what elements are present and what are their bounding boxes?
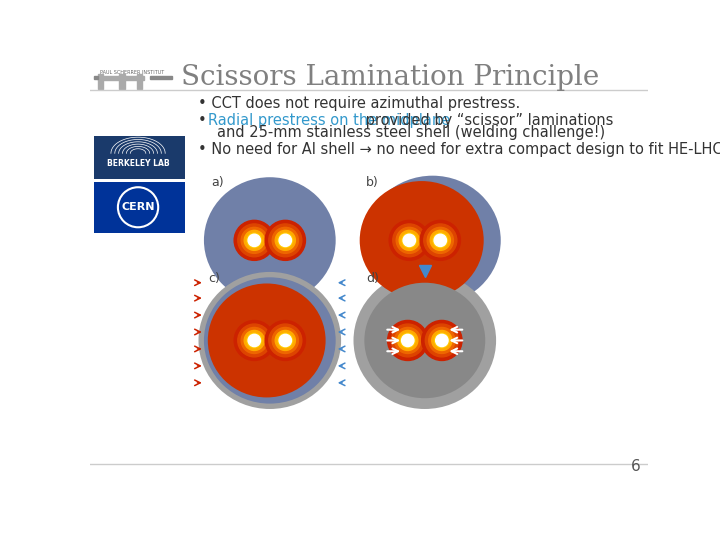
Circle shape	[433, 233, 448, 247]
Circle shape	[269, 324, 302, 357]
Circle shape	[389, 220, 429, 260]
Circle shape	[396, 227, 423, 253]
Circle shape	[391, 324, 424, 357]
Circle shape	[281, 336, 289, 345]
Ellipse shape	[199, 272, 341, 409]
Text: BERKELEY LAB: BERKELEY LAB	[107, 159, 169, 168]
Circle shape	[272, 327, 298, 354]
Circle shape	[279, 334, 292, 347]
Circle shape	[438, 336, 446, 345]
Circle shape	[405, 236, 414, 245]
Circle shape	[265, 220, 305, 260]
Circle shape	[247, 233, 261, 247]
Ellipse shape	[208, 284, 325, 397]
Ellipse shape	[364, 283, 485, 398]
Text: • No need for Al shell → no need for extra compact design to fit HE-LHC specs.: • No need for Al shell → no need for ext…	[199, 142, 720, 157]
Circle shape	[432, 330, 452, 350]
Circle shape	[435, 333, 449, 348]
Circle shape	[265, 320, 305, 361]
Circle shape	[250, 336, 258, 345]
Circle shape	[431, 231, 451, 251]
Circle shape	[241, 327, 267, 354]
Circle shape	[278, 333, 292, 348]
Text: a): a)	[211, 177, 223, 190]
Circle shape	[393, 224, 426, 257]
Circle shape	[241, 227, 267, 253]
Ellipse shape	[360, 181, 484, 300]
Text: 6: 6	[631, 460, 640, 475]
Circle shape	[399, 231, 419, 251]
Circle shape	[397, 330, 418, 350]
Circle shape	[420, 220, 461, 260]
Circle shape	[247, 333, 261, 348]
Bar	[98, 76, 144, 80]
Circle shape	[427, 227, 454, 253]
Circle shape	[234, 220, 274, 260]
Bar	[98, 74, 103, 90]
Text: b): b)	[366, 177, 379, 190]
Circle shape	[400, 333, 415, 348]
Text: Radial prestress on the midplane: Radial prestress on the midplane	[208, 113, 450, 128]
Text: • CCT does not require azimuthal prestress.: • CCT does not require azimuthal prestre…	[199, 96, 521, 111]
Circle shape	[275, 330, 295, 350]
Text: and 25-mm stainless steel shell (welding challenge!): and 25-mm stainless steel shell (welding…	[217, 125, 606, 140]
Text: Scissors Lamination Principle: Scissors Lamination Principle	[181, 64, 600, 91]
Circle shape	[281, 236, 289, 245]
Circle shape	[238, 224, 271, 257]
Bar	[94, 137, 185, 179]
Circle shape	[436, 334, 448, 347]
Circle shape	[250, 236, 258, 245]
Bar	[94, 76, 98, 79]
Circle shape	[434, 234, 446, 247]
Ellipse shape	[364, 176, 500, 305]
Circle shape	[395, 327, 421, 354]
Circle shape	[387, 320, 428, 361]
Circle shape	[234, 320, 274, 361]
Ellipse shape	[204, 278, 336, 403]
Circle shape	[403, 234, 415, 247]
Circle shape	[269, 224, 302, 257]
Text: provided by “scissor” laminations: provided by “scissor” laminations	[361, 113, 613, 128]
Circle shape	[248, 234, 261, 247]
Circle shape	[403, 336, 412, 345]
Circle shape	[278, 233, 292, 247]
Ellipse shape	[354, 272, 496, 409]
Bar	[120, 74, 125, 90]
Ellipse shape	[204, 177, 336, 303]
Circle shape	[436, 236, 445, 245]
Text: PAUL SCHERRER INSTITUT: PAUL SCHERRER INSTITUT	[100, 70, 164, 75]
Circle shape	[248, 334, 261, 347]
Circle shape	[244, 330, 264, 350]
Text: CERN: CERN	[121, 202, 155, 212]
Text: d): d)	[366, 272, 379, 285]
Bar	[94, 182, 185, 233]
Circle shape	[279, 234, 292, 247]
Circle shape	[275, 231, 295, 251]
Circle shape	[402, 233, 417, 247]
Circle shape	[424, 224, 456, 257]
Circle shape	[428, 327, 455, 354]
Bar	[137, 74, 142, 90]
Text: •: •	[199, 113, 212, 128]
Circle shape	[426, 324, 459, 357]
Text: c): c)	[208, 272, 220, 285]
Circle shape	[402, 334, 414, 347]
Circle shape	[272, 227, 298, 253]
Bar	[150, 76, 172, 79]
Circle shape	[238, 324, 271, 357]
Circle shape	[422, 320, 462, 361]
Circle shape	[244, 231, 264, 251]
